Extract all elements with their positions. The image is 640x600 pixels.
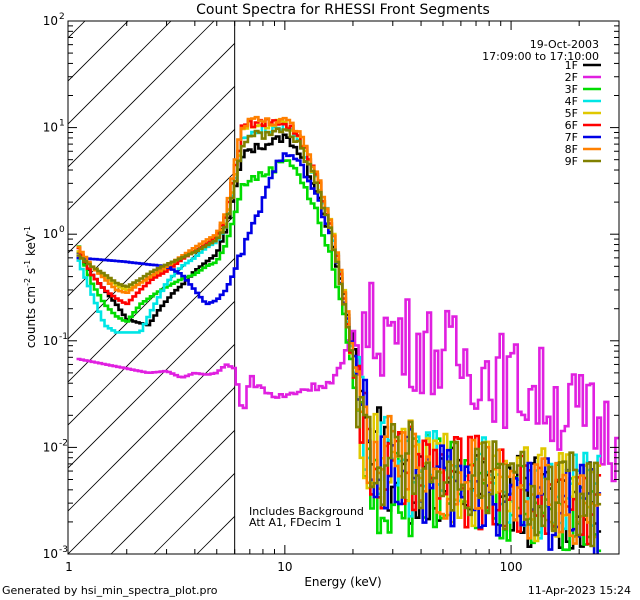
x-tick-label: 1 [65, 560, 73, 574]
series-line-6F [76, 117, 602, 546]
hatch-line [68, 85, 235, 254]
annotation-background: Includes Background [249, 505, 364, 518]
y-axis-label-text: s [24, 268, 38, 278]
footer-generator: Generated by hsi_min_spectra_plot.pro [2, 584, 218, 597]
hatch-line [68, 21, 129, 82]
annotation-attenuator: Att A1, FDecim 1 [249, 516, 342, 529]
y-axis-label-text: counts cm [24, 286, 38, 348]
x-axis-label: Energy (keV) [304, 575, 381, 589]
hatch-line [68, 21, 86, 39]
y-tick-exponent: 0 [59, 225, 65, 235]
y-axis-label: counts cm-2 s-1 keV-1 [23, 226, 38, 348]
y-tick-label: 10 [43, 334, 58, 348]
header-time-range: 17:09:00 to 17:10:00 [482, 50, 599, 63]
y-tick-exponent: 2 [59, 12, 65, 22]
hatch-line [68, 300, 235, 469]
legend-label: 6F [565, 119, 578, 132]
y-tick-label: 10 [43, 440, 58, 454]
series-line-9F [76, 127, 602, 548]
header-date: 19-Oct-2003 [530, 38, 599, 51]
series-line-3F [76, 159, 602, 553]
plot-frame [67, 20, 620, 555]
y-tick-label: 10 [43, 547, 58, 561]
hatch-line [627, 21, 640, 554]
hatch-line [68, 343, 235, 512]
hatch-line [68, 257, 235, 426]
hatch-line [68, 128, 235, 297]
y-axis-label-exponent: -1 [23, 260, 32, 268]
y-tick-exponent: 1 [59, 119, 65, 129]
legend-label: 2F [565, 71, 578, 84]
y-tick-exponent: -1 [59, 332, 68, 342]
hatch-line [68, 214, 235, 383]
legend-label: 1F [565, 59, 578, 72]
legend-label: 5F [565, 107, 578, 120]
y-axis-label-exponent: -2 [23, 278, 32, 286]
y-tick-label: 10 [43, 14, 58, 28]
footer-timestamp: 11-Apr-2023 15:24 [527, 584, 631, 597]
x-tick-label: 10 [277, 560, 292, 574]
hatch-line [68, 42, 235, 211]
hatch-line [68, 21, 215, 168]
series-line-5F [76, 118, 602, 543]
legend-label: 7F [565, 131, 578, 144]
series-line-4F [76, 120, 602, 540]
x-tick-label: 100 [500, 560, 523, 574]
y-tick-exponent: -3 [59, 545, 68, 555]
y-axis-label-text: keV [24, 233, 38, 260]
y-tick-label: 10 [43, 121, 58, 135]
y-axis-label-exponent: -1 [23, 226, 32, 234]
series-line-8F [76, 115, 602, 545]
hatch-line [110, 429, 235, 554]
hatch-line [68, 21, 172, 125]
legend-label: 3F [565, 83, 578, 96]
series-line-7F [76, 152, 602, 554]
legend-label: 4F [565, 95, 578, 108]
y-tick-exponent: -2 [59, 438, 68, 448]
series-line-2F [76, 281, 619, 483]
y-tick-label: 10 [43, 227, 58, 241]
legend-label: 9F [565, 155, 578, 168]
chart-title: Count Spectra for RHESSI Front Segments [196, 2, 490, 18]
legend-label: 8F [565, 143, 578, 156]
hatch-line [68, 386, 235, 554]
